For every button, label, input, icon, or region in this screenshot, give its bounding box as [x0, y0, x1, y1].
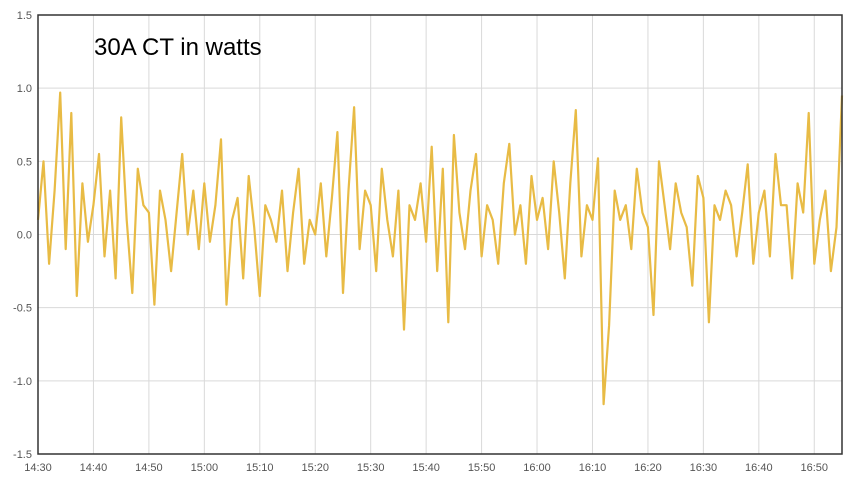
x-tick-label: 16:40	[745, 462, 773, 474]
x-tick-label: 14:50	[135, 462, 163, 474]
y-tick-label: -1.5	[13, 449, 32, 461]
plot-frame	[37, 14, 843, 455]
x-tick-label: 16:20	[634, 462, 662, 474]
y-tick-label: 0.0	[17, 230, 32, 242]
x-tick-label: 16:50	[801, 462, 829, 474]
y-tick-label: -0.5	[13, 303, 32, 315]
x-tick-label: 15:50	[468, 462, 496, 474]
x-axis-ticks: 14:30 14:40 14:50 15:00 15:10 15:20 15:30 15:40…	[24, 462, 828, 474]
x-tick-label: 16:30	[690, 462, 718, 474]
y-tick-label: 1.0	[17, 83, 32, 95]
x-tick-label: 16:10	[579, 462, 607, 474]
x-tick-label: 16:00	[523, 462, 551, 474]
x-tick-label: 14:40	[80, 462, 108, 474]
y-tick-label: 1.5	[17, 10, 32, 22]
x-tick-label: 15:20	[301, 462, 329, 474]
y-axis-ticks: 1.5 1.0 0.5 0.0 -0.5 -1.0 -1.5	[13, 10, 32, 461]
x-tick-label: 14:30	[24, 462, 52, 474]
y-tick-label: 0.5	[17, 156, 32, 168]
series-line	[36, 91, 844, 406]
x-tick-label: 15:00	[191, 462, 219, 474]
chart-title: 30A CT in watts	[94, 34, 262, 61]
x-tick-label: 15:10	[246, 462, 274, 474]
y-tick-label: -1.0	[13, 376, 32, 388]
x-tick-label: 15:40	[412, 462, 440, 474]
x-tick-label: 15:30	[357, 462, 385, 474]
